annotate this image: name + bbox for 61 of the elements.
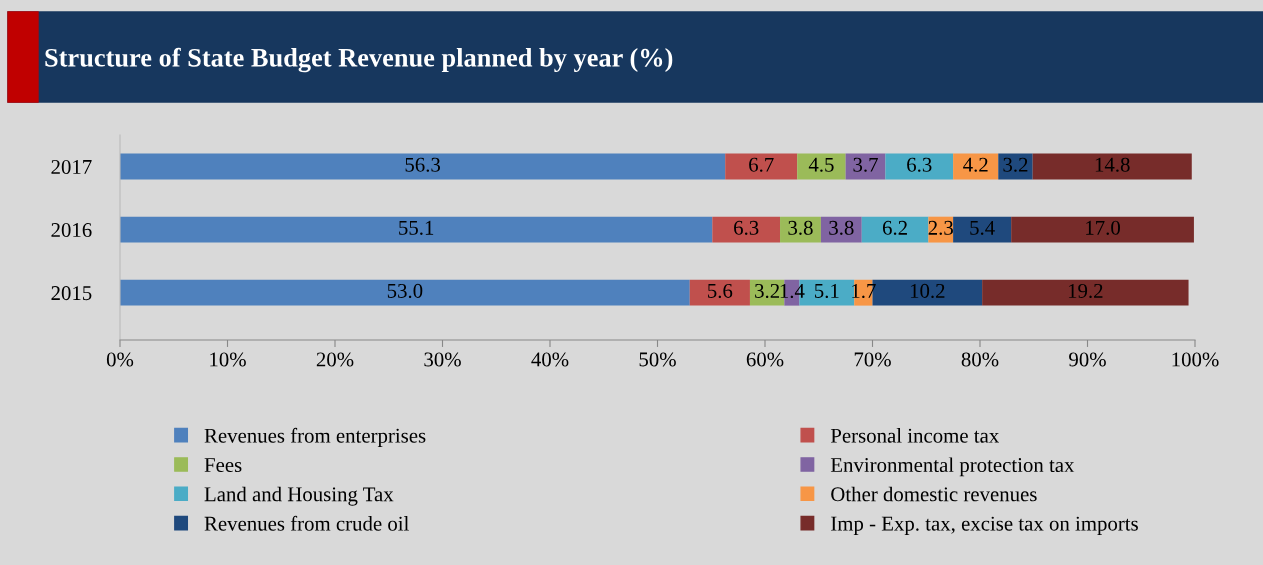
data-label: 3.2: [1003, 157, 1028, 172]
bar: [120, 216, 713, 243]
bar: [120, 279, 690, 306]
bar: [1032, 153, 1192, 180]
legend-label: Revenues from enterprises: [204, 427, 426, 447]
data-label: 3.7: [853, 157, 878, 172]
data-label: 55.1: [399, 220, 434, 235]
x-tick-label: 20%: [316, 352, 354, 367]
y-tick-label: 2015: [51, 286, 92, 301]
x-tick-label: 0%: [106, 352, 134, 367]
bar: [780, 216, 821, 243]
x-tick-label: 70%: [854, 352, 891, 367]
data-label: 5.4: [970, 220, 995, 235]
x-tick-label: 30%: [424, 352, 461, 367]
legend-label: Other domestic revenues: [831, 486, 1037, 502]
bar: [861, 216, 929, 243]
bar: [689, 279, 750, 306]
data-label: 53.0: [387, 283, 423, 298]
chart-title: Structure of State Budget Revenue planned by year (%): [45, 47, 673, 73]
legend-label: Environmental protection tax: [830, 457, 1075, 477]
data-label: 6.3: [734, 220, 759, 235]
data-label: 6.2: [882, 220, 907, 235]
data-label: 1.4: [780, 283, 805, 298]
data-label: 19.2: [1068, 283, 1103, 298]
data-label: 5.1: [815, 283, 839, 298]
legend-label: Revenues from crude oil: [204, 515, 409, 531]
x-tick-label: 80%: [961, 352, 999, 367]
x-tick-label: 10%: [210, 352, 246, 367]
data-label: 3.8: [788, 220, 813, 235]
x-tick-label: 100%: [1172, 352, 1219, 367]
data-label: 3.8: [829, 220, 854, 235]
x-tick-label: 90%: [1069, 352, 1106, 367]
data-label: 5.6: [708, 283, 733, 298]
legend-label: Personal income tax: [830, 428, 999, 443]
bar: [1011, 216, 1194, 243]
bar: [982, 279, 1189, 306]
legend-label: Land and Housing Tax: [204, 486, 394, 506]
data-label: 14.8: [1095, 157, 1130, 172]
bar: [820, 216, 862, 243]
x-tick-label: 60%: [746, 352, 784, 367]
legend-label: Imp - Exp. tax, excise tax on imports: [831, 516, 1138, 535]
data-label: 4.2: [963, 157, 988, 172]
bar: [120, 153, 726, 180]
data-label: 2.3: [928, 220, 953, 235]
data-label: 6.3: [907, 157, 932, 172]
bar: [725, 153, 798, 180]
y-tick-label: 2017: [51, 159, 92, 174]
legend-label: Fees: [204, 458, 242, 473]
data-label: 10.2: [910, 283, 945, 298]
data-label: 17.0: [1086, 220, 1120, 235]
bar: [797, 153, 846, 180]
data-label: 4.5: [808, 157, 834, 172]
bar: [953, 216, 1012, 243]
data-label: 56.3: [405, 157, 441, 172]
x-tick-label: 40%: [531, 352, 569, 367]
data-label: 6.7: [749, 157, 774, 172]
bar: [885, 153, 954, 180]
y-tick-label: 2016: [51, 222, 92, 238]
x-tick-label: 50%: [639, 352, 676, 367]
bar: [712, 216, 781, 243]
data-label: 3.2: [755, 283, 780, 298]
